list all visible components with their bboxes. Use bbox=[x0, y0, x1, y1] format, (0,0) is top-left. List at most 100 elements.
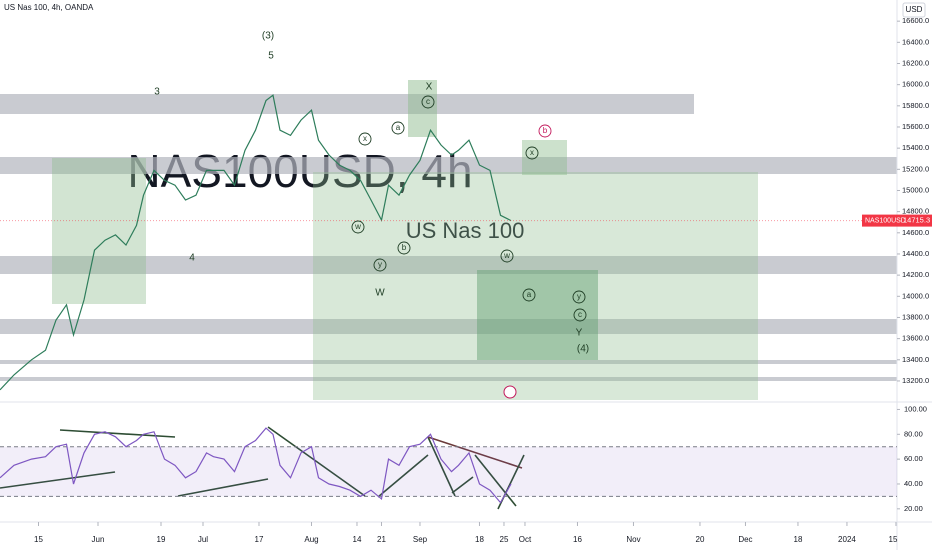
y-tick-label: 13600.0 bbox=[902, 334, 929, 343]
wave-circle-label: b bbox=[402, 243, 407, 252]
x-tick-label: Nov bbox=[626, 535, 640, 544]
x-tick-label: 15 bbox=[889, 535, 898, 544]
trendline bbox=[0, 471, 116, 489]
x-tick-label: 15 bbox=[34, 535, 43, 544]
zones bbox=[0, 80, 897, 400]
trendlines bbox=[0, 426, 525, 510]
alert-icon bbox=[503, 385, 517, 399]
trendline bbox=[267, 426, 366, 497]
wave-label: (4) bbox=[577, 344, 589, 355]
wave-circle-label: x bbox=[530, 148, 534, 157]
x-tick-label: 17 bbox=[255, 535, 264, 544]
y-tick-label: 15400.0 bbox=[902, 143, 929, 152]
wave-label: W bbox=[375, 288, 385, 299]
wave-circle bbox=[391, 121, 405, 135]
y-tick-label: 60.00 bbox=[904, 454, 923, 463]
x-tick-label: Aug bbox=[304, 535, 318, 544]
zone bbox=[0, 157, 897, 174]
x-tick-label: Jul bbox=[198, 535, 208, 544]
wave-circle bbox=[522, 288, 536, 302]
wave-label: Y bbox=[576, 328, 583, 339]
x-tick-label: 18 bbox=[475, 535, 484, 544]
zone bbox=[52, 158, 146, 304]
wave-label: (3) bbox=[262, 31, 274, 42]
y-tick-label: 14200.0 bbox=[902, 270, 929, 279]
zone bbox=[313, 172, 758, 400]
series-line bbox=[0, 427, 512, 504]
wave-label: 4 bbox=[189, 253, 195, 264]
wave-circle-label: w bbox=[354, 222, 361, 231]
x-tick-label: Dec bbox=[738, 535, 752, 544]
x-tick-label: Oct bbox=[519, 535, 532, 544]
wave-circle bbox=[358, 132, 372, 146]
y-tick-label: 14000.0 bbox=[902, 291, 929, 300]
y-tick-label: 15000.0 bbox=[902, 185, 929, 194]
trendline bbox=[427, 436, 523, 469]
wave-circle bbox=[572, 290, 586, 304]
trendline bbox=[474, 454, 517, 507]
rsi-band bbox=[0, 446, 897, 497]
y-tick-label: 16000.0 bbox=[902, 80, 929, 89]
trendline bbox=[427, 436, 456, 497]
wave-circle bbox=[397, 241, 411, 255]
currency-box[interactable] bbox=[902, 2, 926, 18]
x-tick-label: Jun bbox=[92, 535, 105, 544]
x-tick-label: 19 bbox=[157, 535, 166, 544]
wave-circle bbox=[373, 258, 387, 272]
price-tag-symbol: NAS100USD bbox=[865, 217, 906, 224]
trendline bbox=[451, 476, 474, 494]
y-tick-label: 13400.0 bbox=[902, 355, 929, 364]
y-tick-label: 40.00 bbox=[904, 479, 923, 488]
wave-circle-label: w bbox=[503, 251, 510, 260]
y-tick-label: 20.00 bbox=[904, 504, 923, 513]
y-tick-label: 16200.0 bbox=[902, 58, 929, 67]
x-tick-label: 16 bbox=[573, 535, 582, 544]
wave-circle-label: c bbox=[578, 310, 582, 319]
wave-circle bbox=[538, 124, 552, 138]
trendline bbox=[377, 454, 429, 498]
x-tick-label: 20 bbox=[696, 535, 705, 544]
wave-circle bbox=[351, 220, 365, 234]
wave-circle bbox=[573, 308, 587, 322]
trendline bbox=[177, 478, 269, 497]
y-tick-label: 100.00 bbox=[904, 404, 927, 413]
wave-circle-label: c bbox=[426, 97, 430, 106]
y-tick-label: 16400.0 bbox=[902, 37, 929, 46]
y-tick-label: 14400.0 bbox=[902, 249, 929, 258]
y-tick-label: 80.00 bbox=[904, 429, 923, 438]
x-tick-label: 2024 bbox=[838, 535, 856, 544]
zone bbox=[0, 94, 694, 114]
y-tick-label: 15600.0 bbox=[902, 122, 929, 131]
y-tick-label: 14800.0 bbox=[902, 207, 929, 216]
wave-label: X bbox=[426, 82, 433, 93]
zone bbox=[477, 270, 598, 360]
wave-circle bbox=[525, 146, 539, 160]
wave-label: 3 bbox=[154, 87, 160, 98]
price-tag bbox=[862, 214, 932, 227]
series-line bbox=[0, 94, 512, 391]
zone bbox=[408, 80, 437, 137]
x-tick-label: 25 bbox=[500, 535, 509, 544]
zone bbox=[0, 377, 897, 381]
zone bbox=[0, 319, 897, 334]
y-tick-label: 16600.0 bbox=[902, 16, 929, 25]
zone bbox=[0, 256, 897, 274]
wave-circle-label: x bbox=[363, 134, 367, 143]
currency[interactable]: USD bbox=[906, 5, 923, 14]
zone bbox=[0, 360, 897, 364]
wave-circle bbox=[500, 249, 514, 263]
wave-circle-label: y bbox=[378, 260, 382, 269]
wave-circle-label: a bbox=[396, 123, 401, 132]
symbol-header: US Nas 100, 4h, OANDA bbox=[4, 3, 94, 12]
x-tick-label: Sep bbox=[413, 535, 428, 544]
y-tick-label: 13200.0 bbox=[902, 376, 929, 385]
zone bbox=[522, 140, 567, 175]
x-tick-label: 14 bbox=[353, 535, 362, 544]
y-tick-label: 15200.0 bbox=[902, 164, 929, 173]
wave-circle bbox=[421, 95, 435, 109]
x-tick-label: 18 bbox=[794, 535, 803, 544]
watermark-description: US Nas 100 bbox=[406, 218, 525, 243]
x-tick-label: 21 bbox=[377, 535, 386, 544]
